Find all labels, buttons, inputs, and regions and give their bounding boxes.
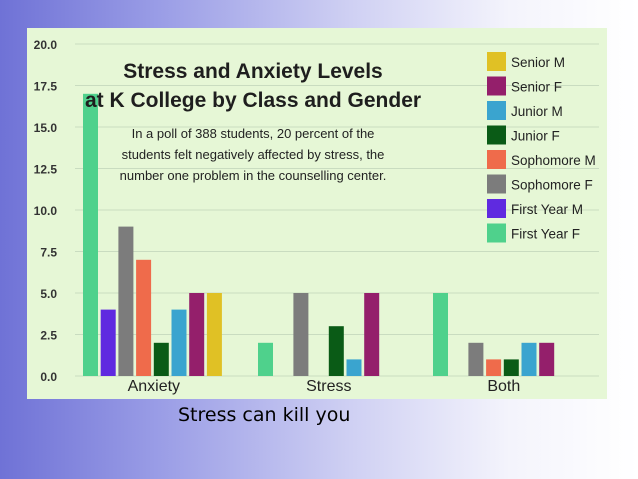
- chart-subtitle-line: In a poll of 388 students, 20 percent of…: [132, 126, 375, 141]
- y-tick-label: 10.0: [34, 204, 58, 218]
- x-axis-ticks: Anxiety Stress Both: [128, 378, 521, 395]
- legend: Senior M Senior F Junior M Junior F Sophomor…: [487, 52, 596, 243]
- bar: [258, 342, 273, 376]
- legend-label: Sophomore M: [511, 153, 596, 168]
- bar: [468, 342, 484, 376]
- bar-chart: 0.0 2.5 5.0 7.5 10.0 12.5 15.0 17.5 20.0 Anxiety…: [27, 28, 607, 399]
- x-tick-label: Both: [487, 378, 520, 395]
- legend-label: Junior F: [511, 129, 560, 144]
- bar: [206, 293, 222, 376]
- y-tick-label: 0.0: [40, 370, 57, 384]
- y-tick-label: 12.5: [34, 163, 58, 177]
- x-tick-label: Stress: [306, 378, 351, 395]
- legend-swatch: [487, 150, 506, 169]
- bar: [539, 342, 555, 376]
- bars: [83, 93, 555, 377]
- y-tick-label: 2.5: [40, 329, 57, 343]
- y-tick-label: 15.0: [34, 121, 58, 135]
- y-tick-label: 17.5: [34, 80, 58, 94]
- chart-title-block: Stress and Anxiety Levels at K College by…: [85, 60, 421, 183]
- bar: [328, 326, 344, 376]
- bar: [521, 342, 537, 376]
- gridlines: [75, 43, 599, 377]
- legend-label: Junior M: [511, 104, 563, 119]
- bar: [486, 359, 502, 376]
- bar: [433, 293, 448, 376]
- legend-swatch: [487, 76, 506, 96]
- bar: [171, 309, 187, 376]
- legend-label: Senior M: [511, 55, 565, 70]
- y-axis-ticks: 0.0 2.5 5.0 7.5 10.0 12.5 15.0 17.5 20.0: [34, 38, 58, 384]
- chart-subtitle-line: students felt negatively affected by str…: [122, 147, 385, 162]
- bar: [136, 259, 152, 376]
- bar: [503, 359, 519, 376]
- slide-caption: Stress can kill you: [178, 404, 351, 426]
- legend-swatch: [487, 52, 506, 71]
- y-tick-label: 5.0: [40, 287, 57, 301]
- chart-subtitle-line: number one problem in the counselling ce…: [120, 168, 387, 183]
- bar: [153, 342, 169, 376]
- bar: [118, 226, 134, 376]
- chart-title-line: Stress and Anxiety Levels: [123, 60, 383, 83]
- legend-label: Senior F: [511, 80, 562, 95]
- bar: [100, 309, 116, 376]
- legend-swatch: [487, 101, 506, 120]
- bar: [364, 293, 380, 376]
- y-tick-label: 7.5: [40, 246, 57, 260]
- legend-swatch: [487, 174, 506, 194]
- legend-swatch: [487, 125, 506, 145]
- bar: [346, 359, 362, 376]
- chart-title-line: at K College by Class and Gender: [85, 89, 421, 112]
- bar: [83, 93, 98, 377]
- legend-label: First Year F: [511, 227, 580, 242]
- bar: [293, 293, 309, 376]
- x-tick-label: Anxiety: [128, 378, 180, 395]
- y-tick-label: 20.0: [34, 38, 58, 52]
- bar: [189, 293, 205, 376]
- legend-label: First Year M: [511, 202, 583, 217]
- legend-swatch: [487, 199, 506, 218]
- legend-label: Sophomore F: [511, 178, 593, 193]
- legend-swatch: [487, 223, 506, 243]
